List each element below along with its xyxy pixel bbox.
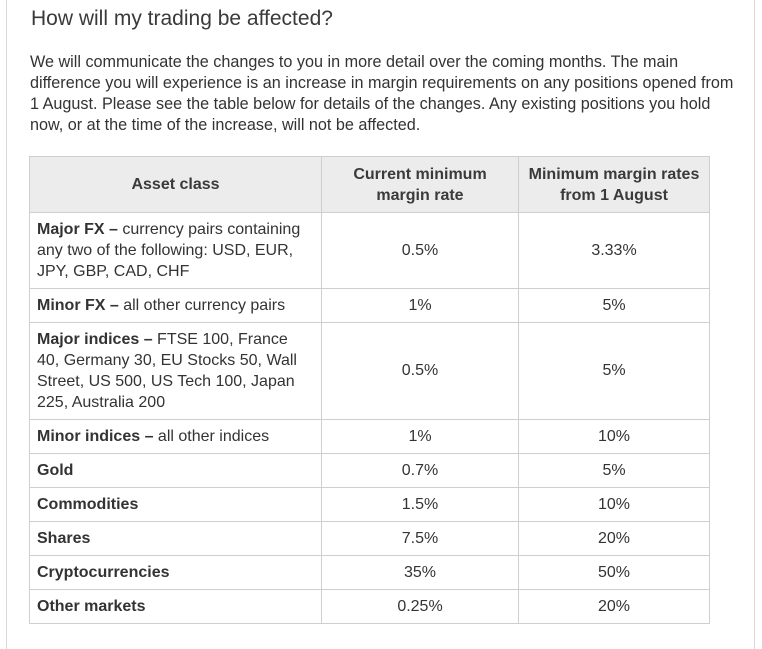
current-rate-cell: 0.7% (321, 453, 519, 488)
table-row: Major indices – FTSE 100, France 40, Ger… (29, 322, 710, 420)
asset-name: Minor indices – (37, 428, 154, 445)
new-rate-cell: 3.33% (518, 212, 710, 289)
new-rate-cell: 5% (518, 453, 710, 488)
asset-cell: Other markets (29, 589, 322, 624)
asset-name: Major FX – (37, 221, 118, 238)
asset-cell: Cryptocurrencies (29, 555, 322, 590)
current-rate-cell: 0.5% (321, 322, 519, 420)
asset-name: Shares (37, 530, 91, 547)
asset-name: Commodities (37, 496, 139, 513)
asset-cell: Major indices – FTSE 100, France 40, Ger… (29, 322, 322, 420)
asset-detail: all other currency pairs (118, 297, 286, 314)
asset-cell: Gold (29, 453, 322, 488)
new-rate-cell: 20% (518, 521, 710, 556)
table-row: Gold 0.7% 5% (29, 453, 710, 488)
asset-detail: all other indices (153, 428, 270, 445)
table-row: Shares 7.5% 20% (29, 521, 710, 556)
asset-cell: Minor indices – all other indices (29, 419, 322, 454)
header-current-rate: Current minimum margin rate (321, 156, 519, 213)
asset-name: Cryptocurrencies (37, 564, 170, 581)
current-rate-cell: 1% (321, 288, 519, 323)
header-new-rate: Minimum margin rates from 1 August (518, 156, 710, 213)
intro-paragraph: We will communicate the changes to you i… (30, 53, 734, 134)
new-rate-cell: 10% (518, 419, 710, 454)
asset-name: Major indices – (37, 331, 153, 348)
current-rate-cell: 0.5% (321, 212, 519, 289)
table-row: Minor FX – all other currency pairs 1% 5… (29, 288, 710, 323)
table-row: Major FX – currency pairs containing any… (29, 212, 710, 289)
current-rate-cell: 35% (321, 555, 519, 590)
table-row: Commodities 1.5% 10% (29, 487, 710, 522)
content-panel: How will my trading be affected? We will… (6, 0, 755, 649)
asset-cell: Commodities (29, 487, 322, 522)
header-asset-class: Asset class (29, 156, 322, 213)
current-rate-cell: 7.5% (321, 521, 519, 556)
asset-cell: Shares (29, 521, 322, 556)
new-rate-cell: 10% (518, 487, 710, 522)
asset-detail: FTSE 100, France 40, Germany 30, EU Stoc… (37, 331, 297, 411)
margin-rates-table: Asset class Current minimum margin rate … (29, 156, 710, 624)
table-header-row: Asset class Current minimum margin rate … (29, 156, 710, 213)
table-row: Minor indices – all other indices 1% 10% (29, 419, 710, 454)
new-rate-cell: 50% (518, 555, 710, 590)
asset-cell: Major FX – currency pairs containing any… (29, 212, 322, 289)
section-heading: How will my trading be affected? (31, 7, 333, 30)
new-rate-cell: 20% (518, 589, 710, 624)
asset-cell: Minor FX – all other currency pairs (29, 288, 322, 323)
current-rate-cell: 0.25% (321, 589, 519, 624)
current-rate-cell: 1.5% (321, 487, 519, 522)
asset-detail: currency pairs containing any two of the… (37, 221, 301, 280)
asset-name: Other markets (37, 598, 146, 615)
table-row: Other markets 0.25% 20% (29, 589, 710, 624)
new-rate-cell: 5% (518, 288, 710, 323)
new-rate-cell: 5% (518, 322, 710, 420)
asset-name: Minor FX – (37, 297, 119, 314)
current-rate-cell: 1% (321, 419, 519, 454)
asset-name: Gold (37, 462, 74, 479)
table-row: Cryptocurrencies 35% 50% (29, 555, 710, 590)
